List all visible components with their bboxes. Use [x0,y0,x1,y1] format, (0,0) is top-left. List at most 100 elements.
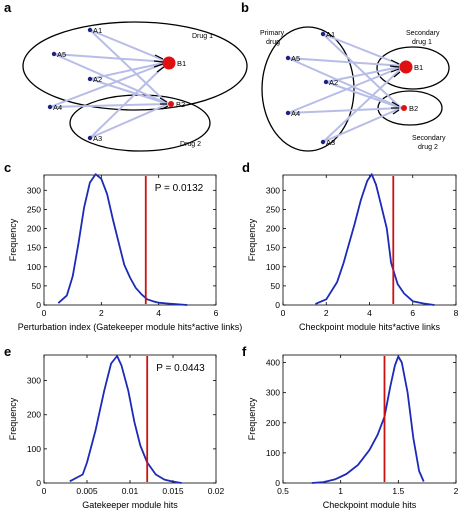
y-tick-label: 50 [32,281,42,291]
x-axis-label: Checkpoint module hits [323,500,417,510]
y-tick-label: 150 [266,243,280,253]
x-tick-label: 0.005 [76,486,98,496]
x-tick-label: 1 [338,486,343,496]
x-tick-label: 1.5 [392,486,404,496]
secondary-drug-2-ellipse [377,90,443,126]
node-b-a3 [320,139,326,145]
node-label-a1: A1 [93,26,102,35]
y-tick-label: 50 [271,281,281,291]
y-tick-label: 300 [27,376,41,386]
panel-a-edges [49,29,169,139]
distribution-curve [315,173,435,306]
node-a1 [87,27,93,33]
node-b-a4 [285,110,291,116]
secondary-drug-1-label-line-1: Secondary [406,30,440,37]
node-b-a5 [285,55,291,61]
node-a5 [51,51,57,57]
p-value-annotation: P = 0.0132 [155,183,204,194]
panel-a: a Drug 1 Drug 2 [4,0,248,152]
node-a2 [87,76,93,82]
node-b1 [162,56,176,70]
node-b-label-a4: A4 [291,109,300,118]
panel-a-arrows [153,54,169,110]
x-tick-label: 0.015 [162,486,184,496]
x-tick-label: 0 [42,486,47,496]
panel-letter-d: d [242,160,250,175]
primary-drug-label-line-1: Primary [260,30,285,37]
y-tick-label: 100 [27,444,41,454]
plot-frame [282,354,457,484]
node-b-b2 [401,105,407,111]
node-b-label-a2: A2 [329,78,338,87]
chart-f: f 0.5 1 1.5 2 0 100 200 300 400 Checkpoint module … [242,344,459,510]
plot-frame [282,174,457,306]
drug-1-label: Drug 1 [192,33,213,40]
y-tick-label: 0 [36,300,41,310]
secondary-drug-1-ellipse [376,46,450,90]
y-tick-label: 0 [275,300,280,310]
y-tick-label: 100 [266,448,280,458]
secondary-drug-1-label-line-2: drug 1 [412,39,432,46]
node-label-a3: A3 [93,134,102,143]
y-tick-label: 100 [266,262,280,272]
y-axis-label: Frequency [8,397,18,440]
node-label-b1: B1 [177,59,186,68]
y-axis-label: Frequency [8,218,18,261]
y-tick-label: 200 [27,224,41,234]
node-label-a2: A2 [93,75,102,84]
y-tick-label: 200 [266,224,280,234]
panel-letter-a: a [4,0,12,15]
x-tick-label: 4 [367,308,372,318]
y-tick-label: 250 [27,204,41,214]
node-b-label-a1: A1 [326,30,335,39]
distribution-curve [69,355,182,484]
node-b-a1 [320,31,326,37]
x-axis-label: Perturbation index (Gatekeeper module hi… [18,322,243,332]
chart-c: c 0 2 4 6 0 50 100 150 200 250 300 Perturbation inde… [4,160,242,332]
x-tick-label: 2 [454,486,459,496]
secondary-drug-2-label-line-1: Secondary [412,135,446,142]
node-b2 [168,101,174,107]
x-tick-label: 6 [410,308,415,318]
x-axis-label: Gatekeeper module hits [82,500,178,510]
x-tick-label: 0 [42,308,47,318]
primary-drug-label-line-2: drug [266,39,280,46]
x-tick-label: 6 [214,308,219,318]
panel-letter-e: e [4,344,11,359]
y-tick-label: 150 [27,243,41,253]
drug-1-ellipse [22,21,248,111]
node-b-label-b1: B1 [414,63,423,72]
x-axis-label: Checkpoint module hits*active links [299,322,441,332]
x-tick-label: 0.5 [277,486,289,496]
y-axis-label: Frequency [247,397,257,440]
panel-letter-c: c [4,160,11,175]
y-tick-label: 300 [27,185,41,195]
x-tick-label: 4 [156,308,161,318]
y-tick-label: 0 [275,478,280,488]
plot-frame [43,354,217,484]
panel-b-edges [287,33,405,143]
node-a3 [87,135,93,141]
y-tick-label: 250 [266,204,280,214]
y-tick-label: 400 [266,358,280,368]
panel-letter-b: b [241,0,249,15]
y-axis-label: Frequency [247,218,257,261]
panel-letter-f: f [242,344,247,359]
distribution-curve [311,355,425,484]
y-tick-label: 200 [266,418,280,428]
node-a4 [47,104,53,110]
distribution-curve [57,173,188,306]
p-value-annotation: P = 0.0443 [156,363,205,374]
y-tick-label: 100 [27,262,41,272]
x-tick-label: 0 [281,308,286,318]
node-b-label-a3: A3 [326,138,335,147]
x-tick-label: 0.01 [122,486,139,496]
node-b-label-b2: B2 [409,104,418,113]
primary-drug-ellipse [261,26,355,152]
y-tick-label: 300 [266,185,280,195]
y-tick-label: 0 [36,478,41,488]
node-label-a5: A5 [57,50,66,59]
x-tick-label: 2 [324,308,329,318]
node-b-b1 [399,60,413,74]
node-b-a2 [323,79,329,85]
